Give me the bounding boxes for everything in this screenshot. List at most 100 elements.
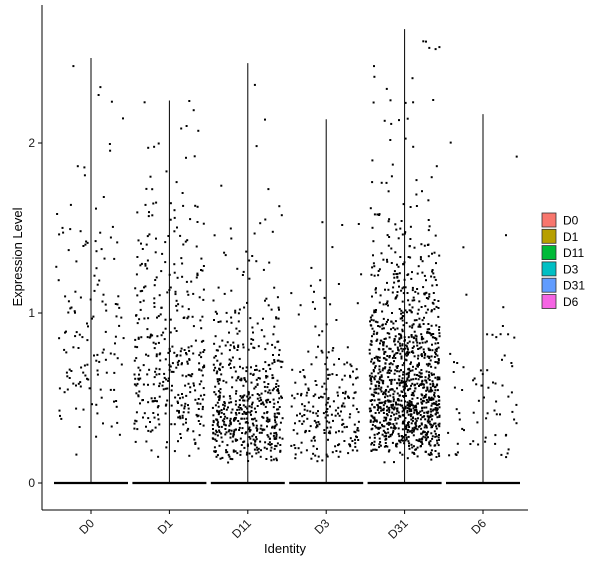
data-point <box>318 334 321 337</box>
data-point <box>465 293 468 296</box>
data-point <box>96 373 99 376</box>
data-point <box>417 378 420 381</box>
data-point <box>194 443 197 445</box>
data-point <box>374 425 377 428</box>
data-point <box>503 354 506 357</box>
data-point <box>420 346 423 349</box>
data-point <box>380 181 383 184</box>
data-point <box>476 421 479 424</box>
data-point <box>215 418 218 421</box>
data-point <box>73 310 76 313</box>
data-point <box>72 346 75 349</box>
data-point <box>388 366 391 369</box>
data-point <box>173 450 176 453</box>
data-point <box>64 331 66 334</box>
data-point <box>327 373 330 376</box>
data-point <box>57 279 60 282</box>
data-point <box>406 411 409 414</box>
data-point <box>369 419 372 422</box>
data-point <box>398 338 401 341</box>
data-point <box>135 273 138 276</box>
y-ticks: 012 <box>28 136 42 490</box>
data-point <box>304 383 307 386</box>
data-point <box>77 382 80 385</box>
data-point <box>218 410 221 413</box>
data-point <box>178 415 181 418</box>
data-point <box>401 437 404 440</box>
data-point <box>393 372 396 375</box>
data-point <box>225 381 228 384</box>
data-point <box>136 346 139 349</box>
data-point <box>291 394 294 397</box>
data-point <box>378 398 381 401</box>
data-point <box>238 429 241 431</box>
data-point <box>438 414 441 417</box>
data-point <box>292 429 295 432</box>
data-point <box>268 389 271 392</box>
data-point <box>335 319 338 321</box>
data-point <box>100 248 103 251</box>
data-point <box>148 233 151 236</box>
data-point <box>76 165 79 168</box>
data-point <box>343 440 346 442</box>
data-point <box>217 413 220 416</box>
data-point <box>245 250 248 253</box>
data-point <box>415 337 418 340</box>
data-point <box>417 365 419 368</box>
data-point <box>145 425 147 428</box>
data-point <box>417 412 420 415</box>
data-point <box>494 382 497 385</box>
data-point <box>344 392 347 395</box>
data-point <box>250 410 253 412</box>
data-point <box>137 366 140 369</box>
data-point <box>253 448 256 451</box>
data-point <box>272 406 275 409</box>
data-point <box>242 384 245 387</box>
data-point <box>381 369 384 372</box>
data-point <box>355 408 358 411</box>
data-point <box>337 430 340 433</box>
data-point <box>110 425 113 428</box>
data-point <box>372 420 375 423</box>
data-point <box>198 368 201 371</box>
data-point <box>230 316 233 319</box>
data-point <box>383 367 386 370</box>
data-point <box>223 404 226 407</box>
data-point <box>190 345 193 348</box>
data-point <box>173 351 176 354</box>
data-point <box>405 436 408 439</box>
data-point <box>420 401 423 404</box>
data-point <box>341 418 344 421</box>
data-point <box>223 401 226 403</box>
data-point <box>413 355 416 358</box>
data-point <box>399 334 402 337</box>
data-point <box>212 428 214 430</box>
data-point <box>164 387 167 390</box>
data-point <box>241 427 244 430</box>
data-point <box>399 451 402 454</box>
data-point <box>234 439 237 442</box>
data-point <box>406 428 409 431</box>
data-point <box>486 369 489 372</box>
data-point <box>238 308 241 311</box>
data-point <box>309 425 312 428</box>
data-point <box>220 184 223 187</box>
data-point <box>191 373 194 376</box>
data-point <box>423 431 426 434</box>
data-point <box>186 360 189 363</box>
data-point <box>75 384 77 387</box>
data-point <box>234 309 237 312</box>
data-point <box>250 381 253 384</box>
data-point <box>217 405 220 408</box>
data-point <box>192 109 195 112</box>
data-point <box>406 401 409 404</box>
data-point <box>229 367 232 369</box>
data-point <box>249 317 252 320</box>
data-point <box>394 320 397 323</box>
data-point <box>55 265 58 268</box>
data-point <box>379 342 381 345</box>
data-point <box>269 443 272 446</box>
data-point <box>152 383 155 386</box>
data-point <box>493 409 496 412</box>
data-point <box>382 379 385 382</box>
